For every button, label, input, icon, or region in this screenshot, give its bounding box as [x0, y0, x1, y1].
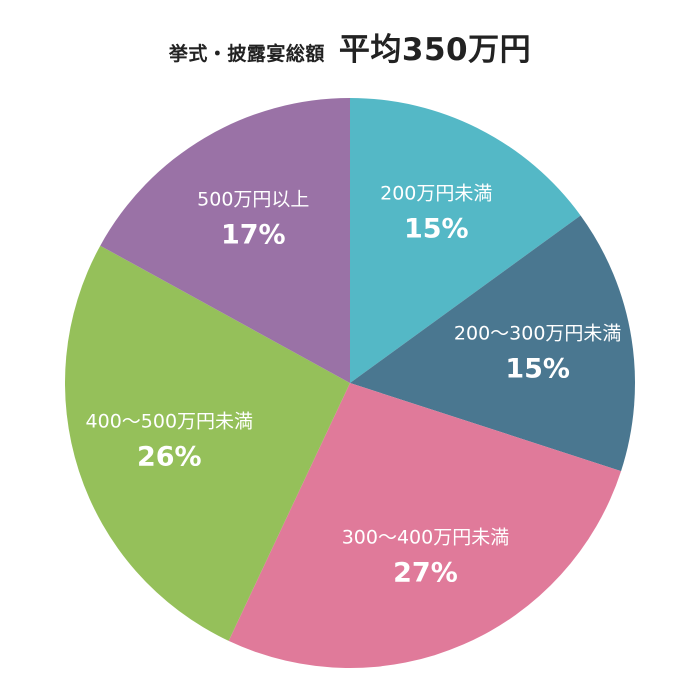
pie-slice: [350, 215, 636, 472]
pie-slice: [65, 245, 350, 641]
pie-slice: [228, 383, 622, 668]
chart-title: 挙式・披露宴総額 平均350万円: [0, 24, 700, 72]
slice-category-label: 400〜500万円未満: [86, 411, 254, 433]
slice-value-label: 17%: [221, 219, 286, 250]
slice-category-label: 200〜300万円未満: [454, 322, 622, 344]
slice-value-label: 26%: [137, 442, 202, 473]
slice-value-label: 15%: [404, 214, 469, 245]
title-label: 挙式・披露宴総額: [168, 43, 325, 65]
slice-value-label: 27%: [393, 557, 458, 588]
title-average: 平均350万円: [338, 32, 532, 68]
slice-category-label: 300〜400万円未満: [342, 526, 510, 548]
pie-slice: [100, 98, 350, 383]
slice-category-label: 200万円未満: [380, 183, 492, 205]
pie-slice: [350, 98, 581, 383]
slice-category-label: 500万円以上: [197, 188, 309, 210]
slice-value-label: 15%: [505, 353, 570, 384]
